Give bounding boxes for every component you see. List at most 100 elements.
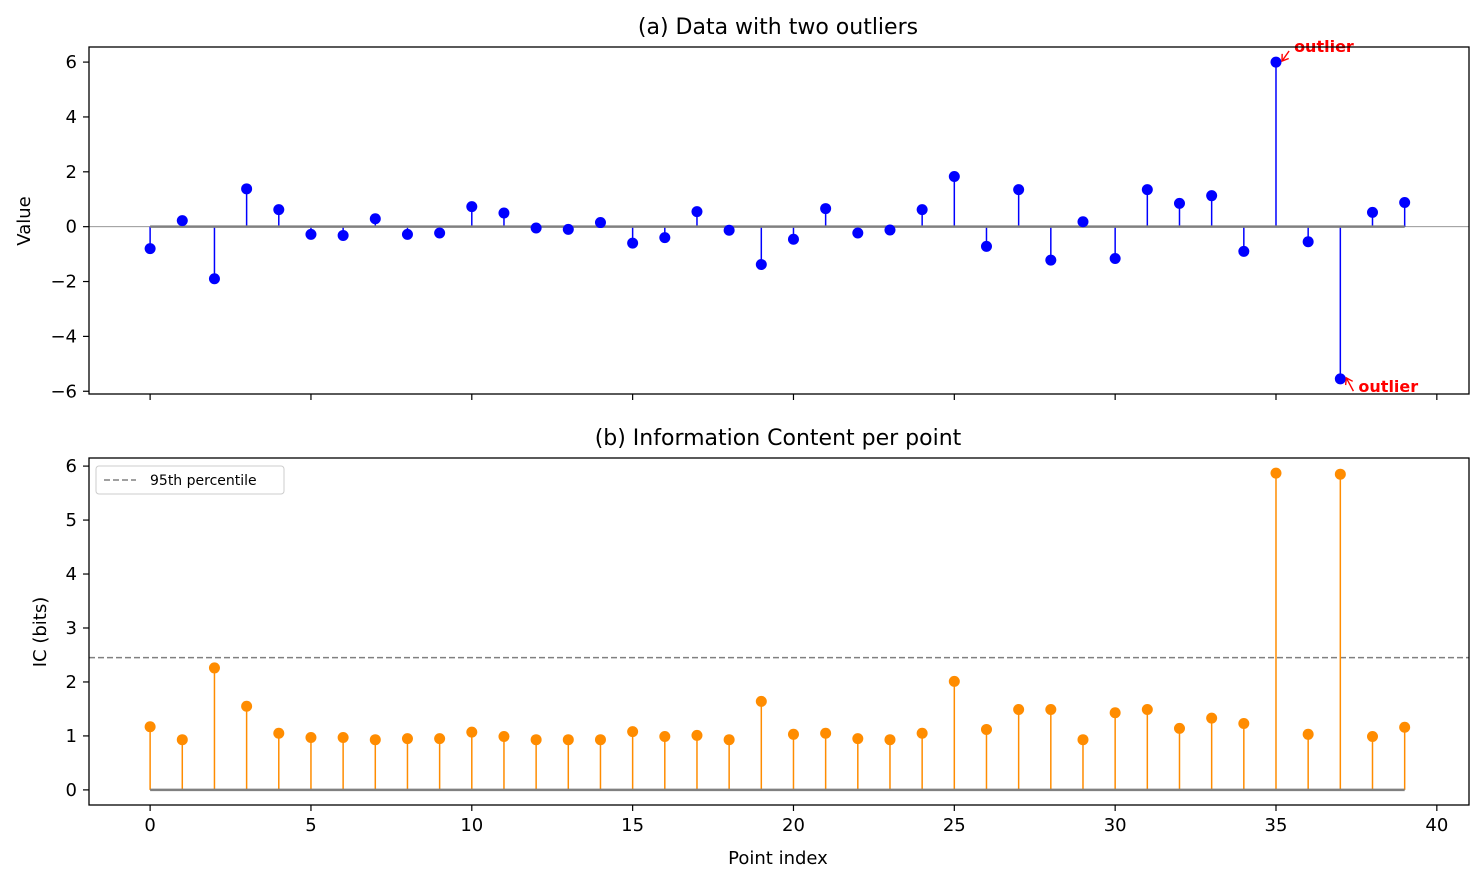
- panel-a-point: [466, 201, 478, 213]
- panel-b-x-tick-label: 5: [305, 815, 316, 836]
- panel-b-point: [594, 734, 606, 746]
- panel-a-point: [916, 204, 928, 216]
- panel-b-point: [755, 695, 767, 707]
- panel-b-x-tick-label: 35: [1265, 815, 1288, 836]
- panel-b-x-tick-label: 30: [1104, 815, 1127, 836]
- panel-b-y-tick-label: 0: [66, 780, 77, 801]
- panel-a-y-tick-label: −6: [50, 381, 77, 402]
- panel-a-y-tick-label: −4: [50, 326, 77, 347]
- panel-b-x-tick-label: 0: [144, 815, 155, 836]
- panel-b-point: [659, 730, 671, 742]
- panel-a-point: [273, 204, 285, 216]
- panel-b-point: [144, 721, 156, 733]
- panel-b-y-tick-label: 3: [66, 618, 77, 639]
- panel-a-y-tick-label: −2: [50, 272, 77, 293]
- panel-a-point: [337, 229, 349, 241]
- panel-b-point: [852, 733, 864, 745]
- panel-a-point: [1334, 373, 1346, 385]
- panel-a-point: [401, 228, 413, 240]
- panel-a-y-tick-label: 0: [66, 217, 77, 238]
- panel-b-x-tick-label: 20: [782, 815, 805, 836]
- panel-a-point: [208, 273, 220, 285]
- panel-b-point: [1366, 730, 1378, 742]
- panel-a-point: [1045, 254, 1057, 266]
- panel-b-title: (b) Information Content per point: [595, 426, 962, 451]
- panel-a-point: [594, 217, 606, 229]
- panel-a-point: [176, 215, 188, 227]
- panel-b-point: [434, 733, 446, 745]
- panel-b-x-tick-label: 25: [943, 815, 966, 836]
- panel-b-ticks: 0 5 10 15 20 25 30 35 40 0 1 2 3 4 5 6: [66, 456, 1449, 836]
- panel-a-point: [1302, 236, 1314, 248]
- panel-a-point: [980, 240, 992, 252]
- panel-b-point: [241, 700, 253, 712]
- panel-a-title: (a) Data with two outliers: [638, 15, 918, 40]
- panel-b-point: [369, 734, 381, 746]
- panel-b-point: [1141, 703, 1153, 715]
- panel-b-point: [305, 732, 317, 744]
- panel-a-point: [627, 237, 639, 249]
- panel-b-point: [273, 727, 285, 739]
- panel-b-point: [820, 727, 832, 739]
- panel-a-point: [562, 223, 574, 235]
- panel-b-point: [1109, 707, 1121, 719]
- panel-b-y-tick-label: 5: [66, 510, 77, 531]
- panel-a-point: [884, 224, 896, 236]
- panel-b-y-tick-label: 4: [66, 564, 77, 585]
- panel-b-x-tick-label: 40: [1425, 815, 1448, 836]
- panel-a-point: [305, 228, 317, 240]
- panel-a-y-tick-label: 6: [66, 52, 77, 73]
- panel-b-point: [627, 726, 639, 738]
- panel-a-point: [498, 207, 510, 219]
- panel-a-point: [691, 206, 703, 218]
- panel-a-annotation-arrowhead: [1344, 376, 1354, 386]
- panel-a-point: [1206, 190, 1218, 202]
- panel-b-y-tick-label: 2: [66, 672, 77, 693]
- panel-a-point: [948, 170, 960, 182]
- panel-b-point: [337, 732, 349, 744]
- legend-box: [95, 465, 285, 495]
- panel-a-point: [144, 243, 156, 255]
- panel-b-point: [691, 729, 703, 741]
- panel-b-point: [1302, 728, 1314, 740]
- panel-b-point: [466, 726, 478, 738]
- panel-b-point: [980, 723, 992, 735]
- panel-a-point: [659, 232, 671, 244]
- panel-a-y-axis-label: Value: [14, 196, 35, 245]
- panel-a-point: [820, 203, 832, 215]
- panel-a-point: [1077, 216, 1089, 228]
- panel-a-point: [241, 183, 253, 195]
- panel-b-point: [916, 727, 928, 739]
- panel-b-point: [401, 733, 413, 745]
- panel-b-y-tick-label: 1: [66, 726, 77, 747]
- panel-a: (a) Data with two outliers Value outlier…: [14, 15, 1470, 402]
- panel-b-point: [884, 734, 896, 746]
- panel-b-point: [723, 734, 735, 746]
- panel-b-point: [1399, 721, 1411, 733]
- panel-a-point: [1013, 184, 1025, 196]
- panel-b-point: [208, 662, 220, 674]
- panel-b-y-axis-label: IC (bits): [30, 597, 51, 668]
- panel-a-annotation-arrow: [1345, 377, 1355, 392]
- panel-a-frame: [88, 46, 1470, 395]
- panel-a-point: [369, 213, 381, 225]
- panel-a-point: [787, 233, 799, 245]
- panel-b-frame: [88, 457, 1470, 806]
- panel-a-point: [1270, 56, 1282, 68]
- panel-a-point: [1141, 184, 1153, 196]
- panel-a-point: [1173, 197, 1185, 209]
- panel-a-point: [1109, 252, 1121, 264]
- panel-a-point: [434, 227, 446, 239]
- panel-b-x-tick-label: 10: [460, 815, 483, 836]
- panel-b-x-axis-label: Point index: [728, 848, 828, 869]
- panel-b-legend: 95th percentile: [95, 465, 285, 495]
- panel-b-point: [787, 728, 799, 740]
- panel-a-y-tick-label: 4: [66, 107, 77, 128]
- panel-a-annotation-label: outlier: [1358, 377, 1418, 396]
- panel-b-point: [1077, 734, 1089, 746]
- panel-b-marks: [89, 467, 1469, 792]
- panel-b-point: [1173, 722, 1185, 734]
- panel-b-point: [530, 734, 542, 746]
- panel-b-point: [498, 730, 510, 742]
